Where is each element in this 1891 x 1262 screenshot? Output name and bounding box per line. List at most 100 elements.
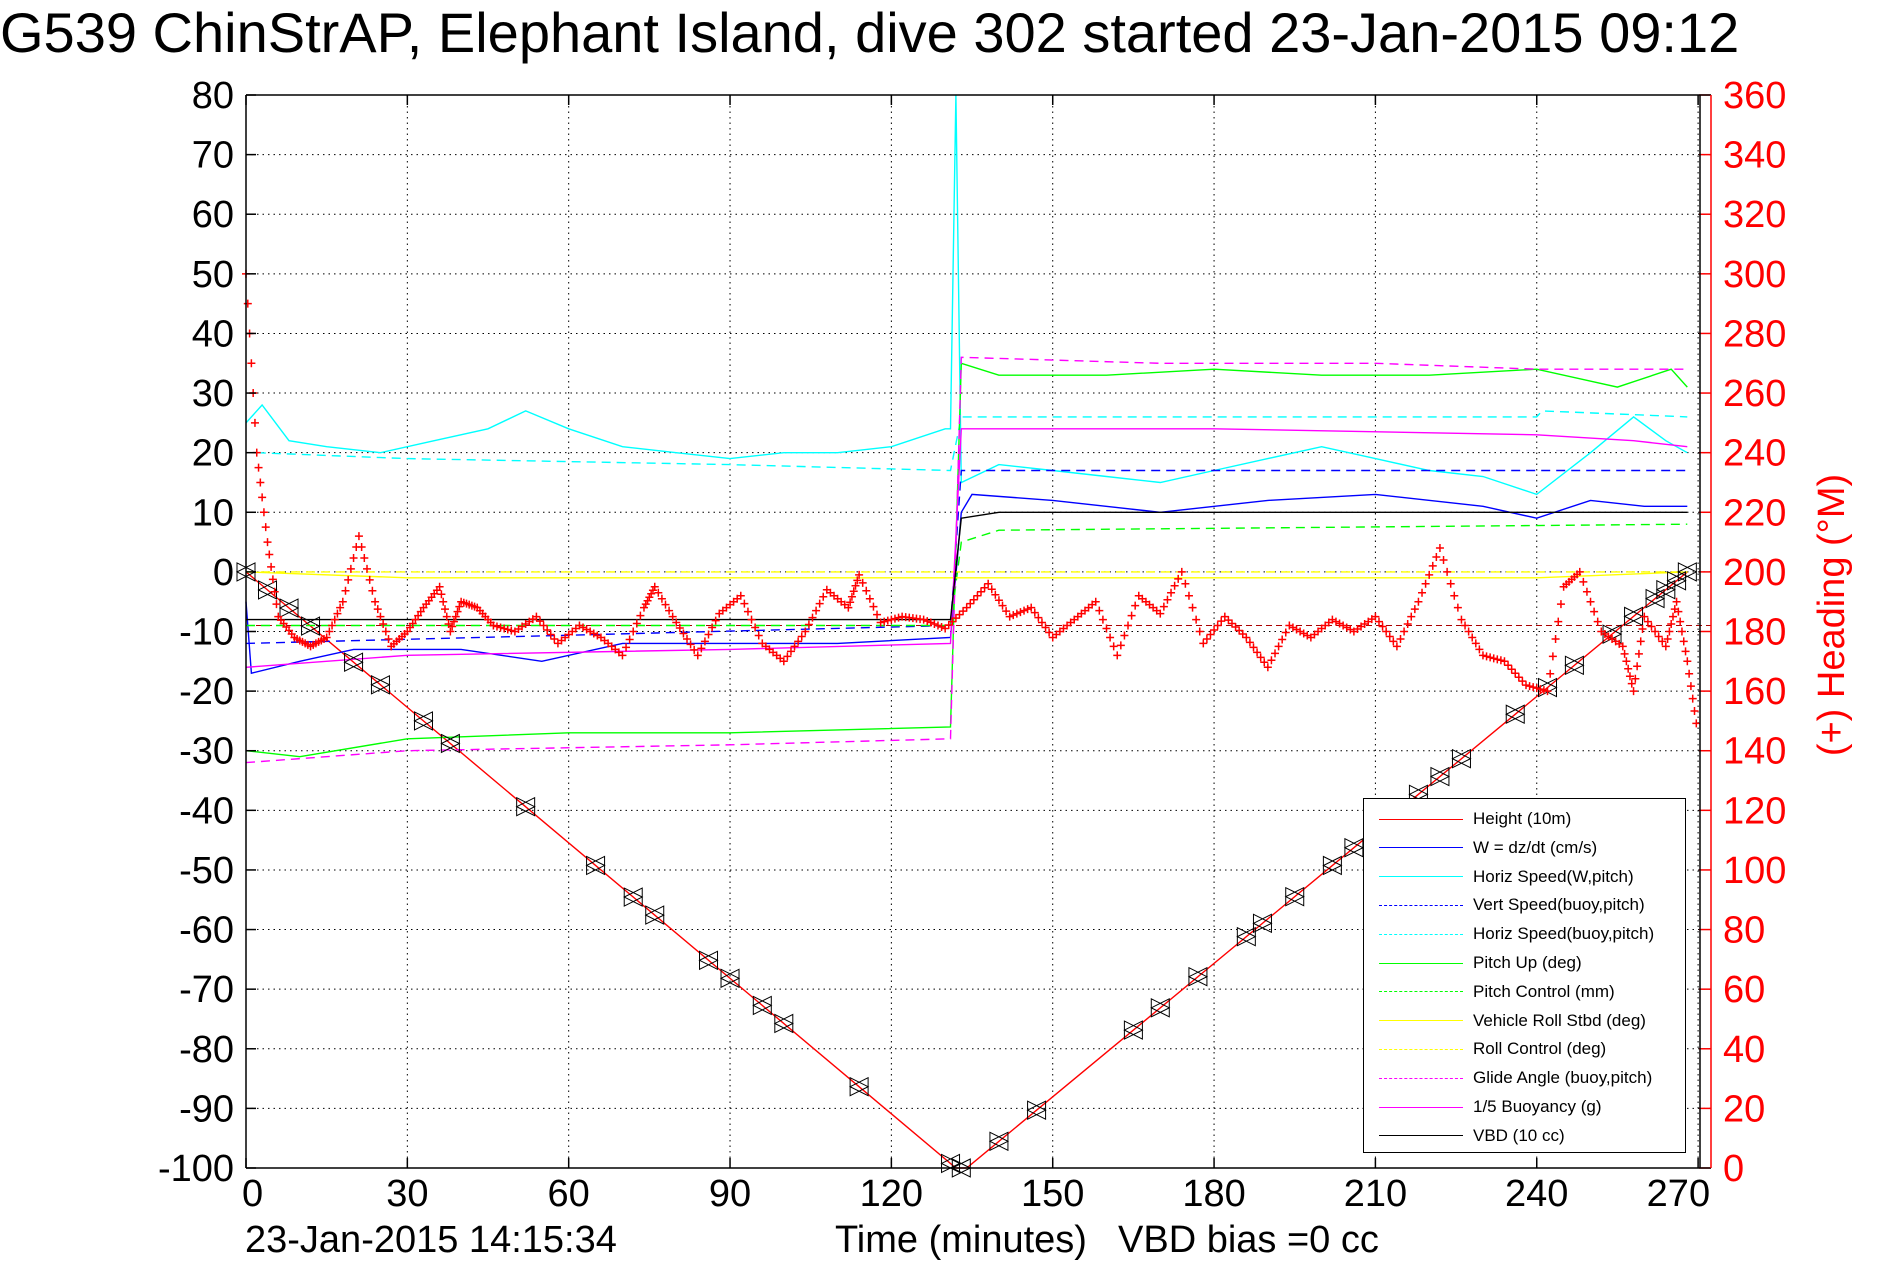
heading-marker bbox=[951, 614, 960, 623]
heading-marker bbox=[270, 587, 279, 596]
heading-marker bbox=[948, 617, 957, 626]
heading-marker bbox=[708, 623, 717, 632]
legend-item: 1/5 Buoyancy (g) bbox=[1379, 1097, 1602, 1117]
heading-marker bbox=[582, 625, 591, 634]
heading-marker bbox=[1263, 663, 1272, 672]
heading-marker bbox=[894, 613, 903, 622]
heading-marker bbox=[1342, 623, 1351, 632]
heading-marker bbox=[1034, 613, 1043, 622]
heading-marker bbox=[1478, 651, 1487, 660]
series-line-7 bbox=[245, 571, 1688, 579]
axes: 0 30 60 90 120 150 180 210 240 270 80 70 60 50 40 30 20 1… bbox=[158, 75, 1786, 1215]
heading-marker bbox=[869, 602, 878, 611]
heading-marker bbox=[268, 575, 277, 584]
y-right-tick-label: 320 bbox=[1723, 194, 1786, 236]
height-marker bbox=[698, 950, 719, 971]
heading-marker bbox=[1500, 657, 1509, 666]
heading-marker bbox=[977, 587, 986, 596]
heading-marker bbox=[1346, 625, 1355, 634]
height-marker bbox=[1429, 766, 1451, 787]
heading-marker bbox=[880, 617, 889, 626]
heading-marker bbox=[1543, 687, 1552, 696]
heading-marker bbox=[550, 634, 559, 643]
legend-swatch bbox=[1379, 847, 1463, 849]
heading-marker bbox=[645, 593, 654, 602]
heading-marker bbox=[1195, 627, 1204, 636]
heading-marker bbox=[1690, 706, 1699, 715]
heading-marker bbox=[636, 611, 645, 620]
heading-marker bbox=[1446, 579, 1455, 588]
heading-marker bbox=[847, 592, 856, 601]
heading-marker bbox=[1181, 579, 1190, 588]
heading-marker bbox=[1170, 581, 1179, 590]
heading-marker bbox=[1665, 627, 1674, 636]
chart-title: G539 ChinStrAP, Elephant Island, dive 30… bbox=[0, 1, 1740, 64]
y-tick-label: 20 bbox=[192, 433, 234, 475]
heading-marker bbox=[1663, 634, 1672, 643]
heading-marker bbox=[844, 603, 853, 612]
heading-marker bbox=[272, 600, 281, 609]
heading-marker bbox=[1507, 665, 1516, 674]
legend-item: VBD (10 cc) bbox=[1379, 1126, 1565, 1146]
heading-marker bbox=[1461, 621, 1470, 630]
y-right-tick-label: 160 bbox=[1723, 671, 1786, 713]
heading-marker bbox=[1590, 607, 1599, 616]
heading-marker bbox=[1106, 633, 1115, 642]
heading-marker bbox=[966, 599, 975, 608]
legend-label: Vehicle Roll Stbd (deg) bbox=[1473, 1010, 1646, 1030]
heading-marker bbox=[267, 562, 276, 571]
y-right-tick-label: 140 bbox=[1723, 731, 1786, 773]
grid bbox=[246, 95, 1711, 1168]
heading-marker bbox=[247, 359, 256, 368]
heading-marker bbox=[754, 631, 763, 640]
height-marker bbox=[719, 968, 741, 989]
y-right-tick-label: 60 bbox=[1723, 969, 1765, 1011]
heading-marker bbox=[873, 610, 882, 619]
y-right-tick-label: 0 bbox=[1723, 1148, 1744, 1190]
height-marker bbox=[1677, 562, 1698, 582]
legend-swatch bbox=[1379, 1048, 1463, 1050]
heading-marker bbox=[994, 596, 1003, 605]
y-right-tick-label: 100 bbox=[1723, 850, 1786, 892]
heading-marker bbox=[1468, 633, 1477, 642]
legend-label: W = dz/dt (cm/s) bbox=[1473, 837, 1598, 857]
heading-marker bbox=[704, 630, 713, 639]
heading-marker bbox=[1120, 631, 1129, 640]
y-tick-label: 80 bbox=[192, 75, 234, 117]
heading-marker bbox=[354, 532, 363, 541]
heading-marker bbox=[1299, 629, 1308, 638]
heading-marker bbox=[862, 586, 871, 595]
x-tick-label: 240 bbox=[1505, 1173, 1568, 1215]
heading-marker bbox=[1579, 577, 1588, 586]
x-tick-label: 120 bbox=[860, 1173, 923, 1215]
heading-marker bbox=[991, 590, 1000, 599]
heading-marker bbox=[1331, 617, 1340, 626]
heading-marker bbox=[384, 634, 393, 643]
heading-marker bbox=[1091, 597, 1100, 606]
heading-marker bbox=[1551, 634, 1560, 643]
y-tick-label: -20 bbox=[179, 671, 234, 713]
heading-marker bbox=[1113, 651, 1122, 660]
heading-marker bbox=[1005, 612, 1014, 621]
heading-marker bbox=[1435, 544, 1444, 553]
heading-marker bbox=[783, 652, 792, 661]
y-tick-label: 50 bbox=[192, 254, 234, 296]
heading-marker bbox=[683, 634, 692, 643]
heading-marker bbox=[672, 618, 681, 627]
heading-marker bbox=[1260, 658, 1269, 667]
heading-marker bbox=[1256, 653, 1265, 662]
heading-marker bbox=[1037, 618, 1046, 627]
heading-marker bbox=[341, 586, 350, 595]
height-marker bbox=[1343, 837, 1365, 858]
height-marker bbox=[1187, 966, 1209, 987]
heading-marker bbox=[1159, 602, 1168, 611]
heading-marker bbox=[1450, 591, 1459, 600]
heading-marker bbox=[865, 594, 874, 603]
heading-marker bbox=[846, 598, 855, 607]
heading-marker bbox=[1536, 685, 1545, 694]
heading-marker bbox=[439, 597, 448, 606]
y-right-tick-label: 80 bbox=[1723, 910, 1765, 952]
legend-item: Pitch Control (mm) bbox=[1379, 982, 1615, 1002]
y-tick-label: -40 bbox=[179, 790, 234, 832]
series-line-9 bbox=[245, 356, 1688, 764]
